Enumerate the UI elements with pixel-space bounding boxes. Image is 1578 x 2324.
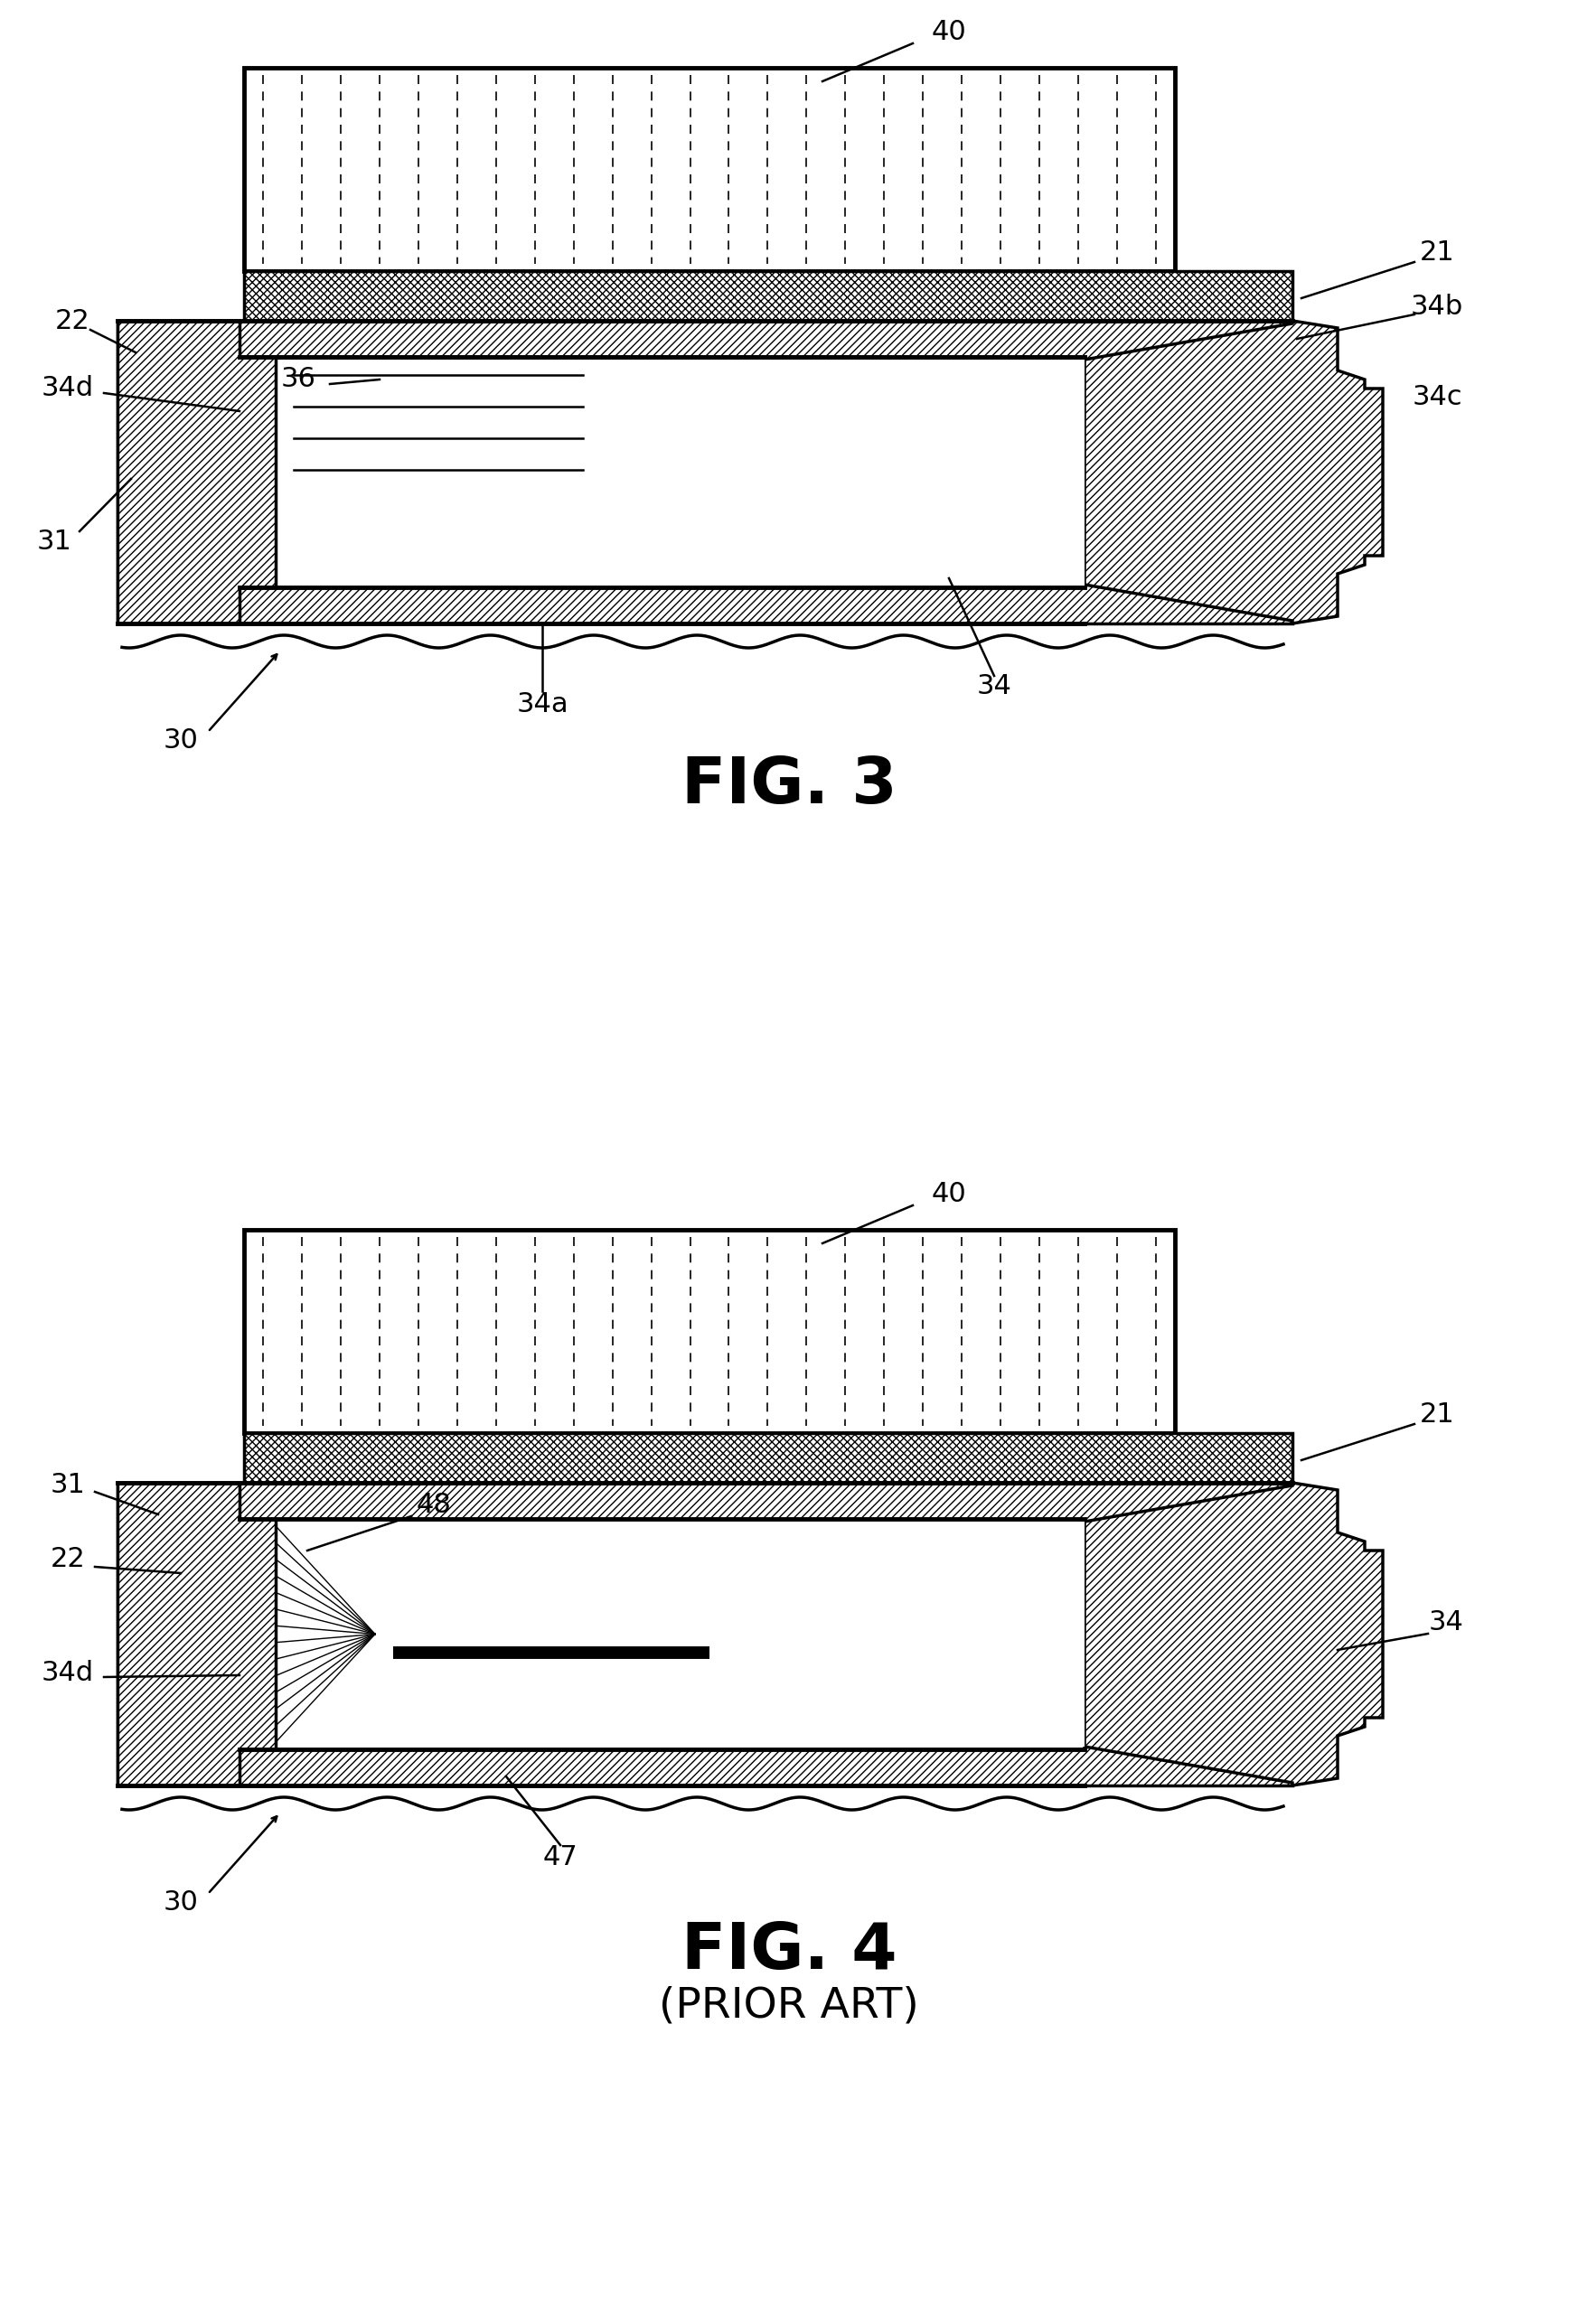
Polygon shape bbox=[1084, 1483, 1382, 1785]
Text: 31: 31 bbox=[36, 530, 71, 555]
Text: 34: 34 bbox=[1428, 1611, 1464, 1636]
Text: 30: 30 bbox=[163, 727, 199, 753]
Polygon shape bbox=[1084, 321, 1382, 623]
Text: (PRIOR ART): (PRIOR ART) bbox=[660, 1985, 918, 2027]
Bar bbox=[245, 1434, 1292, 1483]
Text: FIG. 3: FIG. 3 bbox=[682, 755, 896, 818]
Polygon shape bbox=[276, 1525, 466, 1745]
Text: 34c: 34c bbox=[1412, 383, 1463, 411]
Text: 34d: 34d bbox=[41, 376, 95, 402]
Polygon shape bbox=[276, 360, 1084, 586]
Text: 21: 21 bbox=[1420, 239, 1455, 267]
Bar bbox=[240, 1520, 1084, 1750]
Polygon shape bbox=[117, 321, 276, 623]
Bar bbox=[117, 1483, 1292, 1785]
Bar bbox=[245, 1229, 1176, 1434]
Text: 34d: 34d bbox=[41, 1659, 95, 1685]
Text: FIG. 4: FIG. 4 bbox=[682, 1920, 896, 1982]
Bar bbox=[245, 67, 1176, 272]
Bar bbox=[117, 321, 1292, 623]
Text: 40: 40 bbox=[931, 1181, 966, 1206]
Text: 22: 22 bbox=[50, 1545, 85, 1573]
Text: 40: 40 bbox=[931, 19, 966, 44]
Text: 22: 22 bbox=[55, 307, 90, 335]
Text: 48: 48 bbox=[417, 1492, 451, 1518]
Bar bbox=[276, 1522, 1084, 1748]
Text: 30: 30 bbox=[163, 1889, 199, 1915]
Text: 31: 31 bbox=[50, 1473, 85, 1499]
Polygon shape bbox=[276, 360, 1084, 586]
Text: 47: 47 bbox=[543, 1845, 578, 1871]
Bar bbox=[245, 272, 1292, 321]
Text: 21: 21 bbox=[1420, 1401, 1455, 1429]
Bar bbox=[276, 358, 1084, 588]
Bar bbox=[240, 360, 1084, 588]
Text: 34b: 34b bbox=[1411, 295, 1463, 321]
Polygon shape bbox=[276, 363, 466, 583]
Text: 36: 36 bbox=[281, 367, 316, 393]
Text: 34: 34 bbox=[977, 674, 1011, 700]
Bar bbox=[240, 358, 1084, 588]
Polygon shape bbox=[117, 1483, 276, 1785]
Text: 34a: 34a bbox=[516, 693, 568, 718]
